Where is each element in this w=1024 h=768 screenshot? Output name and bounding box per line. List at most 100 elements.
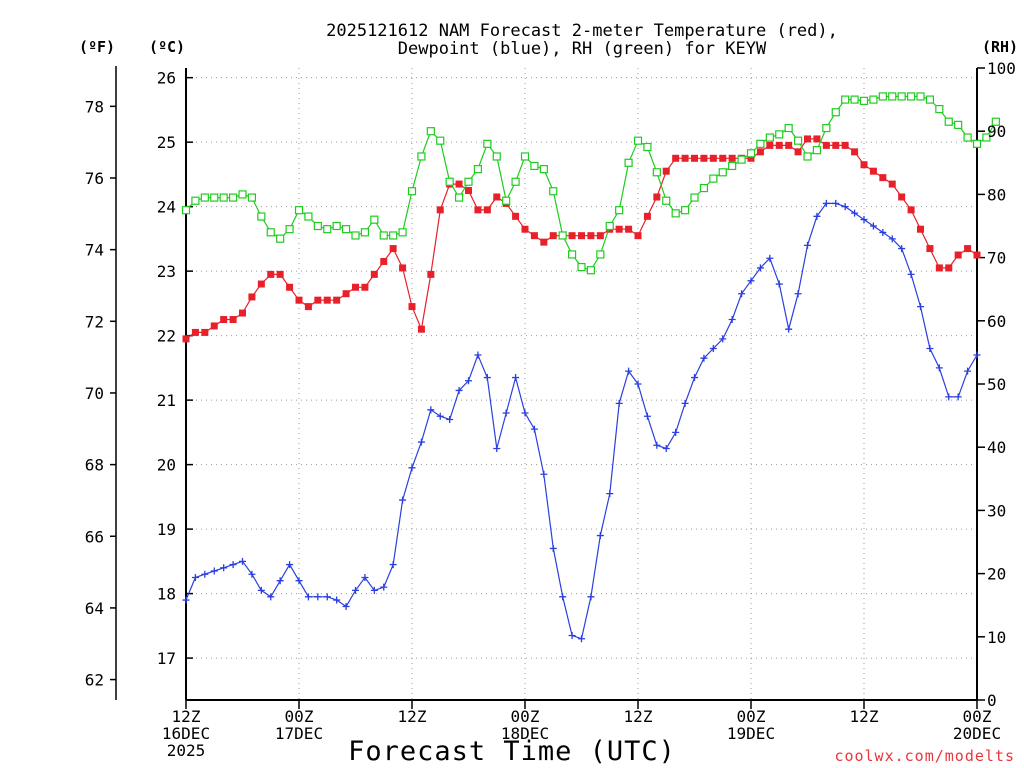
axes — [110, 66, 985, 709]
fahrenheit-tick-label: 70 — [85, 384, 104, 403]
rh-tick-label: 100 — [987, 59, 1016, 78]
x-tick-label: 18DEC — [501, 724, 549, 743]
temperature-point — [832, 141, 840, 149]
temperature-point — [493, 193, 501, 201]
dewpoint-point — [239, 557, 246, 565]
chart-title-line: Dewpoint (blue), RH (green) for KEYW — [398, 39, 767, 59]
temperature-point — [314, 296, 322, 304]
rh-line — [185, 95, 997, 271]
dewpoint-point — [700, 354, 708, 362]
dewpoint-point — [954, 393, 962, 401]
temperature-point — [615, 225, 623, 233]
rh-point — [709, 174, 718, 183]
rh-point — [680, 206, 690, 215]
credit-text: coolwx.com/modelts — [834, 747, 1015, 765]
temperature-point — [417, 325, 425, 333]
dewpoint-point — [267, 593, 275, 601]
temperature-point — [549, 232, 557, 240]
temperature-point — [869, 167, 877, 175]
rh-point — [549, 187, 558, 196]
dewpoint-point — [804, 241, 811, 249]
rh-point — [219, 193, 228, 202]
celsius-tick-label: 22 — [157, 327, 176, 346]
temperature-point — [888, 180, 896, 188]
rh-tick-label: 10 — [987, 628, 1006, 647]
dewpoint-point — [493, 444, 501, 452]
rh-point — [897, 92, 906, 101]
dewpoint-point — [257, 586, 265, 594]
dewpoint-point — [907, 270, 915, 278]
rh-point — [398, 228, 407, 237]
rh-point — [483, 139, 492, 148]
temperature-point — [568, 232, 576, 240]
dewpoint-point — [399, 496, 407, 504]
temperature-point — [945, 264, 953, 272]
temperature-point — [333, 296, 341, 304]
temperature-point — [907, 206, 915, 214]
chart-title-line: 2025121612 NAM Forecast 2-meter Temperat… — [326, 21, 838, 41]
dewpoint-point — [389, 561, 397, 569]
temperature-point — [643, 212, 651, 220]
dewpoint-point — [625, 367, 633, 375]
x-tick-label: 00Z — [737, 707, 766, 726]
rh-point — [389, 231, 398, 240]
temperature-point — [512, 212, 520, 220]
temperature-point — [436, 206, 444, 214]
temperature-point — [465, 187, 472, 195]
temperature-point — [408, 303, 416, 311]
dewpoint-point — [352, 586, 359, 594]
temperature-point — [756, 148, 764, 156]
series-rh — [181, 92, 1000, 275]
fahrenheit-tick-label: 62 — [85, 671, 104, 690]
dewpoint-point — [304, 593, 312, 601]
temperature-point — [521, 225, 529, 233]
celsius-tick-label: 26 — [157, 69, 176, 88]
dewpoint-point — [248, 570, 256, 578]
rh-point — [972, 139, 982, 148]
temperature-point — [625, 225, 633, 233]
rh-point — [643, 142, 652, 152]
dewpoint-point — [709, 345, 717, 353]
rh-point — [991, 117, 1000, 126]
rh-point — [746, 149, 756, 158]
dewpoint-point — [935, 364, 943, 372]
rh-point — [294, 206, 304, 215]
temperature-point — [653, 193, 661, 201]
temperature-point — [954, 251, 962, 259]
rh-tick-label: 90 — [987, 122, 1006, 141]
temperature-point — [841, 141, 849, 149]
dewpoint-point — [512, 374, 520, 382]
dewpoint-point — [408, 464, 416, 472]
dewpoint-point — [229, 561, 237, 569]
dewpoint-point — [775, 280, 783, 288]
dewpoint-point — [465, 377, 472, 385]
rh-point — [436, 136, 445, 145]
grid-lines — [185, 68, 978, 700]
dewpoint-point — [643, 412, 651, 420]
dewpoint-point — [926, 345, 934, 353]
rh-point — [615, 206, 624, 215]
rh-point — [370, 215, 379, 224]
fahrenheit-unit-label: (ºF) — [79, 38, 115, 56]
rh-point — [963, 133, 972, 142]
rh-point — [417, 152, 426, 161]
temperature-point — [361, 283, 369, 291]
series-layer — [181, 92, 1000, 643]
rh-point — [238, 190, 247, 199]
celsius-tick-label: 23 — [157, 262, 176, 281]
x-tick-label: 00Z — [511, 707, 540, 726]
temperature-point — [785, 141, 793, 149]
temperature-point — [483, 206, 491, 214]
rh-point — [511, 177, 520, 186]
rh-point — [671, 209, 680, 218]
celsius-unit-label: (ºC) — [149, 38, 185, 56]
celsius-tick-label: 24 — [157, 198, 176, 217]
dewpoint-point — [333, 596, 341, 604]
x-tick-label: 12Z — [624, 707, 653, 726]
rh-point — [567, 250, 577, 259]
rh-point — [473, 165, 483, 174]
rh-point — [313, 221, 322, 231]
dewpoint-point — [568, 632, 576, 640]
x-tick-label: 00Z — [963, 707, 992, 726]
